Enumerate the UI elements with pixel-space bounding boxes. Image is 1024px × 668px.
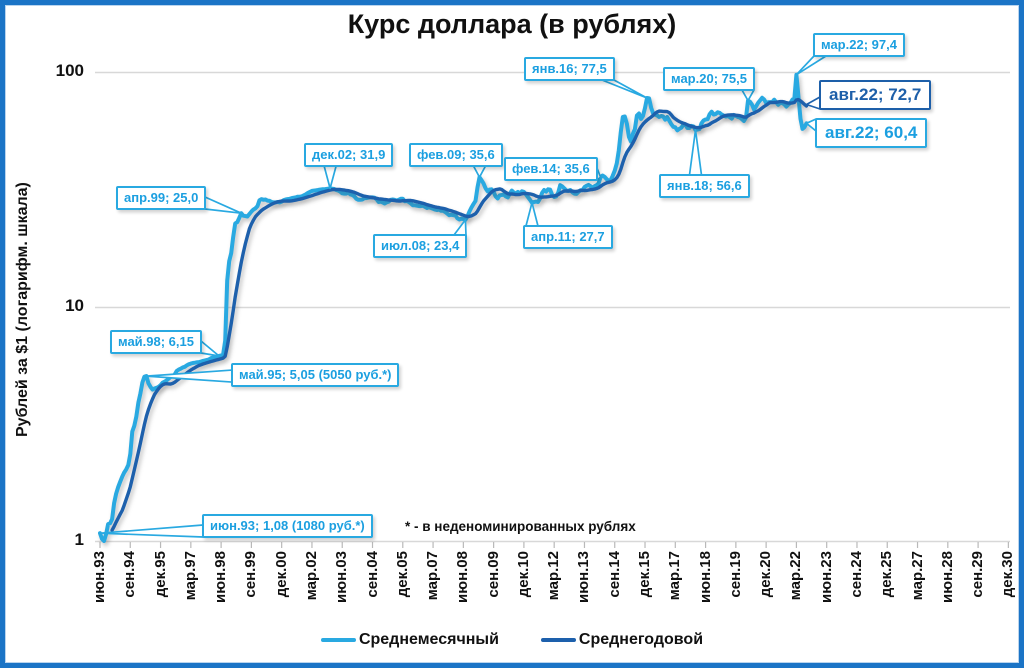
annotation-callout-5: июл.08; 23,4 [373,234,468,258]
x-tick-label-сен.14: сен.14 [605,551,623,598]
x-tick-label-дек.20: дек.20 [757,551,775,598]
legend-label-monthly: Среднемесячный [358,631,499,648]
annotation-callout-6: фев.09; 35,6 [409,143,503,167]
x-tick-label-сен.29: сен.29 [969,551,987,598]
annotation-leader-5 [453,219,467,236]
annual-series-line [110,97,809,532]
legend-item-monthly: Среднемесячный [320,631,499,649]
x-tick-label-сен.04: сен.04 [363,551,381,598]
annotation-leader-2 [200,340,220,357]
annotation-leader-6 [472,165,487,179]
x-tick-label-сен.09: сен.09 [484,551,502,598]
annotation-leader-8 [525,201,539,227]
x-tick-label-сен.24: сен.24 [847,551,865,598]
x-tick-label-мар.17: мар.17 [666,551,684,601]
x-tick-label-июн.23: июн.23 [817,551,835,603]
annotation-callout-10: мар.20; 75,5 [663,67,755,91]
x-tick-label-мар.22: мар.22 [787,551,805,601]
annotation-callout-3: апр.99; 25,0 [116,186,207,210]
x-tick-label-июн.98: июн.98 [212,551,230,603]
x-tick-label-дек.25: дек.25 [878,551,896,598]
x-tick-label-дек.95: дек.95 [151,551,169,598]
x-tick-label-июн.18: июн.18 [696,551,714,603]
y-tick-label-1: 1 [74,530,84,549]
x-tick-label-сен.99: сен.99 [242,551,260,598]
x-tick-label-июн.03: июн.03 [333,551,351,603]
x-tick-label-дек.15: дек.15 [636,551,654,598]
x-tick-label-июн.93: июн.93 [91,551,108,603]
x-tick-label-мар.07: мар.07 [424,551,442,601]
x-tick-label-июн.28: июн.28 [938,551,956,603]
x-tick-label-мар.97: мар.97 [181,551,199,601]
x-tick-label-сен.19: сен.19 [726,551,744,598]
chart-title: Курс доллара (в рублях) [347,9,677,39]
x-tick-label-мар.02: мар.02 [302,551,320,601]
annotation-callout-7: фев.14; 35,6 [504,157,598,181]
annotation-leader-3 [204,196,243,215]
annotation-callout-12: мар.22; 97,4 [813,33,905,57]
annual-line-swatch [540,637,576,643]
annotation-callout-2: май.98; 6,15 [110,330,202,354]
annotation-leader-11 [688,129,703,176]
x-tick-label-дек.30: дек.30 [999,551,1017,598]
x-tick-label-июн.13: июн.13 [575,551,593,603]
x-tick-label-дек.05: дек.05 [393,551,411,598]
x-tick-label-дек.00: дек.00 [272,551,290,598]
legend: Среднемесячный Среднегодовой [0,631,1024,649]
annotation-callout-11: янв.18; 56,6 [659,174,750,198]
annotation-leader-10 [741,89,755,102]
annotation-leader-9 [601,79,648,99]
annotation-callout-14: авг.22; 60,4 [815,118,928,148]
annotation-callout-8: апр.11; 27,7 [523,225,613,249]
legend-label-annual: Среднегодовой [578,631,704,648]
legend-item-annual: Среднегодовой [540,631,704,649]
annotation-callout-0: июн.93; 1,08 (1080 руб.*) [202,514,373,538]
annotation-callout-1: май.95; 5,05 (5050 руб.*) [231,363,400,387]
x-tick-label-мар.27: мар.27 [908,551,926,601]
x-tick-label-дек.10: дек.10 [514,551,532,598]
annotation-callout-4: дек.02; 31,9 [304,143,394,167]
x-tick-label-сен.94: сен.94 [121,551,139,598]
y-tick-label-100: 100 [55,61,84,80]
monthly-line-swatch [320,637,356,643]
x-tick-label-мар.12: мар.12 [545,551,563,601]
y-tick-label-10: 10 [65,295,84,315]
footnote-denomination: * - в неденоминированных рублях [405,519,636,534]
annotation-callout-9: янв.16; 77,5 [524,57,615,81]
annotation-callout-13: авг.22; 72,7 [819,80,932,110]
annotation-leader-13 [805,96,821,110]
annotation-leader-4 [323,165,337,190]
x-tick-label-июн.08: июн.08 [454,551,472,603]
